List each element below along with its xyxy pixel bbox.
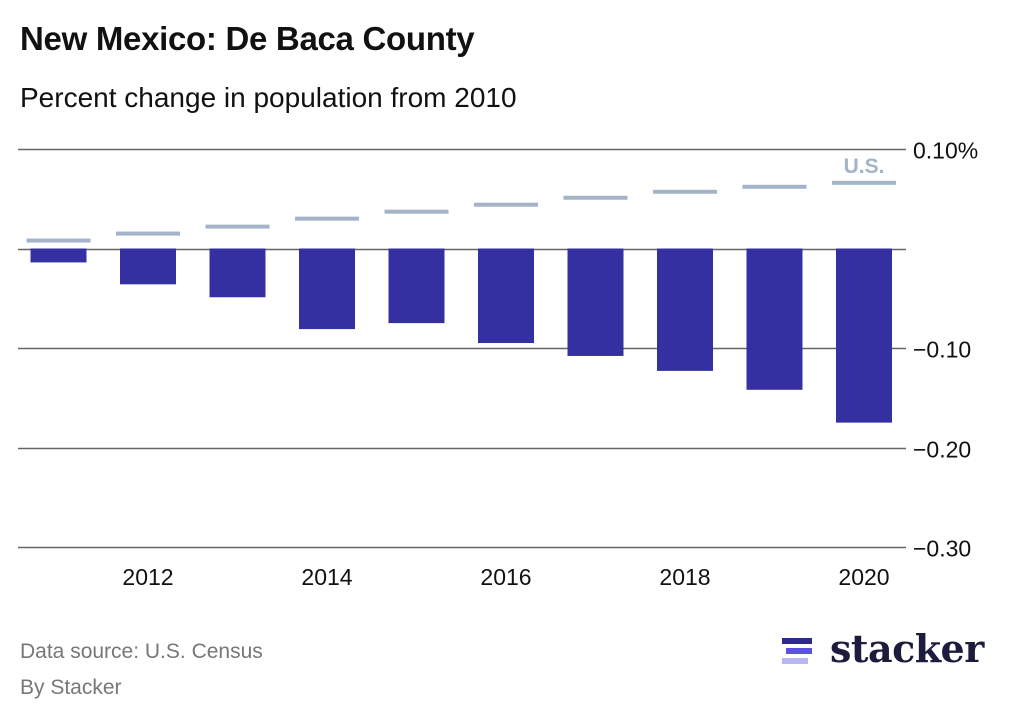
us-marker <box>653 189 717 194</box>
bar <box>836 248 892 423</box>
x-tick-label: 2014 <box>301 564 352 590</box>
us-marker <box>832 180 896 185</box>
us-marker <box>295 216 359 221</box>
stacker-logo-icon <box>780 631 816 667</box>
byline: By Stacker <box>20 676 122 699</box>
x-tick-label: 2018 <box>659 564 710 590</box>
bar <box>567 248 624 356</box>
x-tick-label: 2020 <box>838 564 889 590</box>
chart-subtitle: Percent change in population from 2010 <box>20 82 517 113</box>
y-tick-label: −0.20 <box>913 437 971 463</box>
stacker-logo-text: stacker <box>830 626 984 671</box>
bar <box>388 248 445 324</box>
bar <box>209 248 266 298</box>
y-tick-label: −0.10 <box>913 337 971 363</box>
y-tick-label: −0.30 <box>913 536 971 562</box>
bar <box>299 248 355 330</box>
us-marker <box>205 224 270 229</box>
stacker-logo: stacker <box>780 626 984 671</box>
data-source: Data source: U.S. Census <box>20 640 263 663</box>
chart: 0.10% −0.10 −0.20 −0.30 2012 2014 2016 2018 202… <box>18 138 978 590</box>
us-marker <box>742 184 807 189</box>
x-axis-labels: 2012 2014 2016 2018 2020 <box>122 564 889 590</box>
us-marker <box>384 209 449 214</box>
us-marker <box>116 231 180 236</box>
x-tick-label: 2016 <box>480 564 531 590</box>
bar <box>746 248 803 390</box>
y-axis-labels: 0.10% −0.10 −0.20 −0.30 <box>913 138 978 562</box>
chart-title: New Mexico: De Baca County <box>20 20 475 57</box>
y-tick-label: 0.10% <box>913 138 978 164</box>
legend: U.S. <box>844 155 885 178</box>
us-marker <box>474 202 538 207</box>
bar <box>657 248 713 371</box>
us-markers <box>26 180 896 243</box>
us-series-label: U.S. <box>844 155 885 178</box>
x-tick-label: 2012 <box>122 564 173 590</box>
bar <box>478 248 534 344</box>
bar <box>30 248 87 263</box>
us-marker <box>26 238 91 243</box>
bars <box>30 248 892 423</box>
us-marker <box>563 195 628 200</box>
bar <box>120 248 176 285</box>
